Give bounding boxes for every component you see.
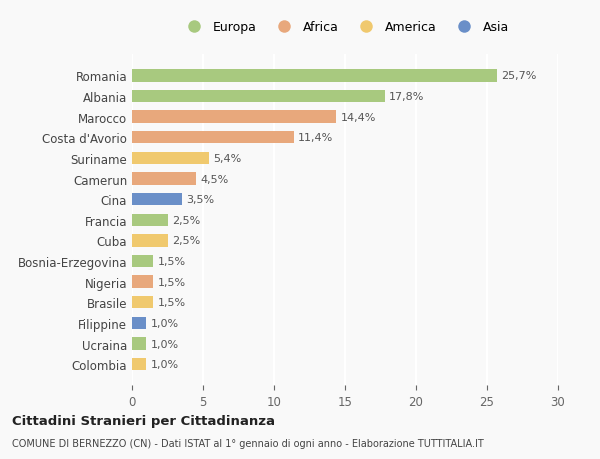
Text: 14,4%: 14,4% (341, 112, 376, 123)
Bar (132, 132, 294, 144)
Text: 1,0%: 1,0% (151, 318, 179, 328)
Bar (132, 173, 196, 185)
Bar (132, 358, 146, 370)
Text: 1,0%: 1,0% (151, 339, 179, 349)
Text: 1,5%: 1,5% (158, 277, 185, 287)
Bar (132, 317, 146, 330)
Bar (132, 297, 154, 309)
Bar (132, 70, 497, 83)
Bar (132, 338, 146, 350)
Text: 2,5%: 2,5% (172, 236, 200, 246)
Text: Cittadini Stranieri per Cittadinanza: Cittadini Stranieri per Cittadinanza (12, 414, 275, 428)
Text: COMUNE DI BERNEZZO (CN) - Dati ISTAT al 1° gennaio di ogni anno - Elaborazione T: COMUNE DI BERNEZZO (CN) - Dati ISTAT al … (12, 438, 484, 448)
Bar (132, 194, 182, 206)
Bar (132, 276, 154, 288)
Bar (132, 214, 167, 226)
Text: 1,5%: 1,5% (158, 297, 185, 308)
Text: 11,4%: 11,4% (298, 133, 334, 143)
Text: 1,0%: 1,0% (151, 359, 179, 369)
Text: 4,5%: 4,5% (200, 174, 229, 184)
Text: 5,4%: 5,4% (213, 154, 241, 163)
Bar (132, 91, 385, 103)
Bar (132, 255, 154, 268)
Legend: Europa, Africa, America, Asia: Europa, Africa, America, Asia (175, 15, 515, 40)
Text: 1,5%: 1,5% (158, 257, 185, 267)
Bar (132, 235, 167, 247)
Text: 17,8%: 17,8% (389, 92, 424, 102)
Bar (132, 152, 209, 165)
Text: 25,7%: 25,7% (501, 71, 536, 81)
Text: 2,5%: 2,5% (172, 215, 200, 225)
Text: 3,5%: 3,5% (186, 195, 214, 205)
Bar (132, 111, 337, 123)
